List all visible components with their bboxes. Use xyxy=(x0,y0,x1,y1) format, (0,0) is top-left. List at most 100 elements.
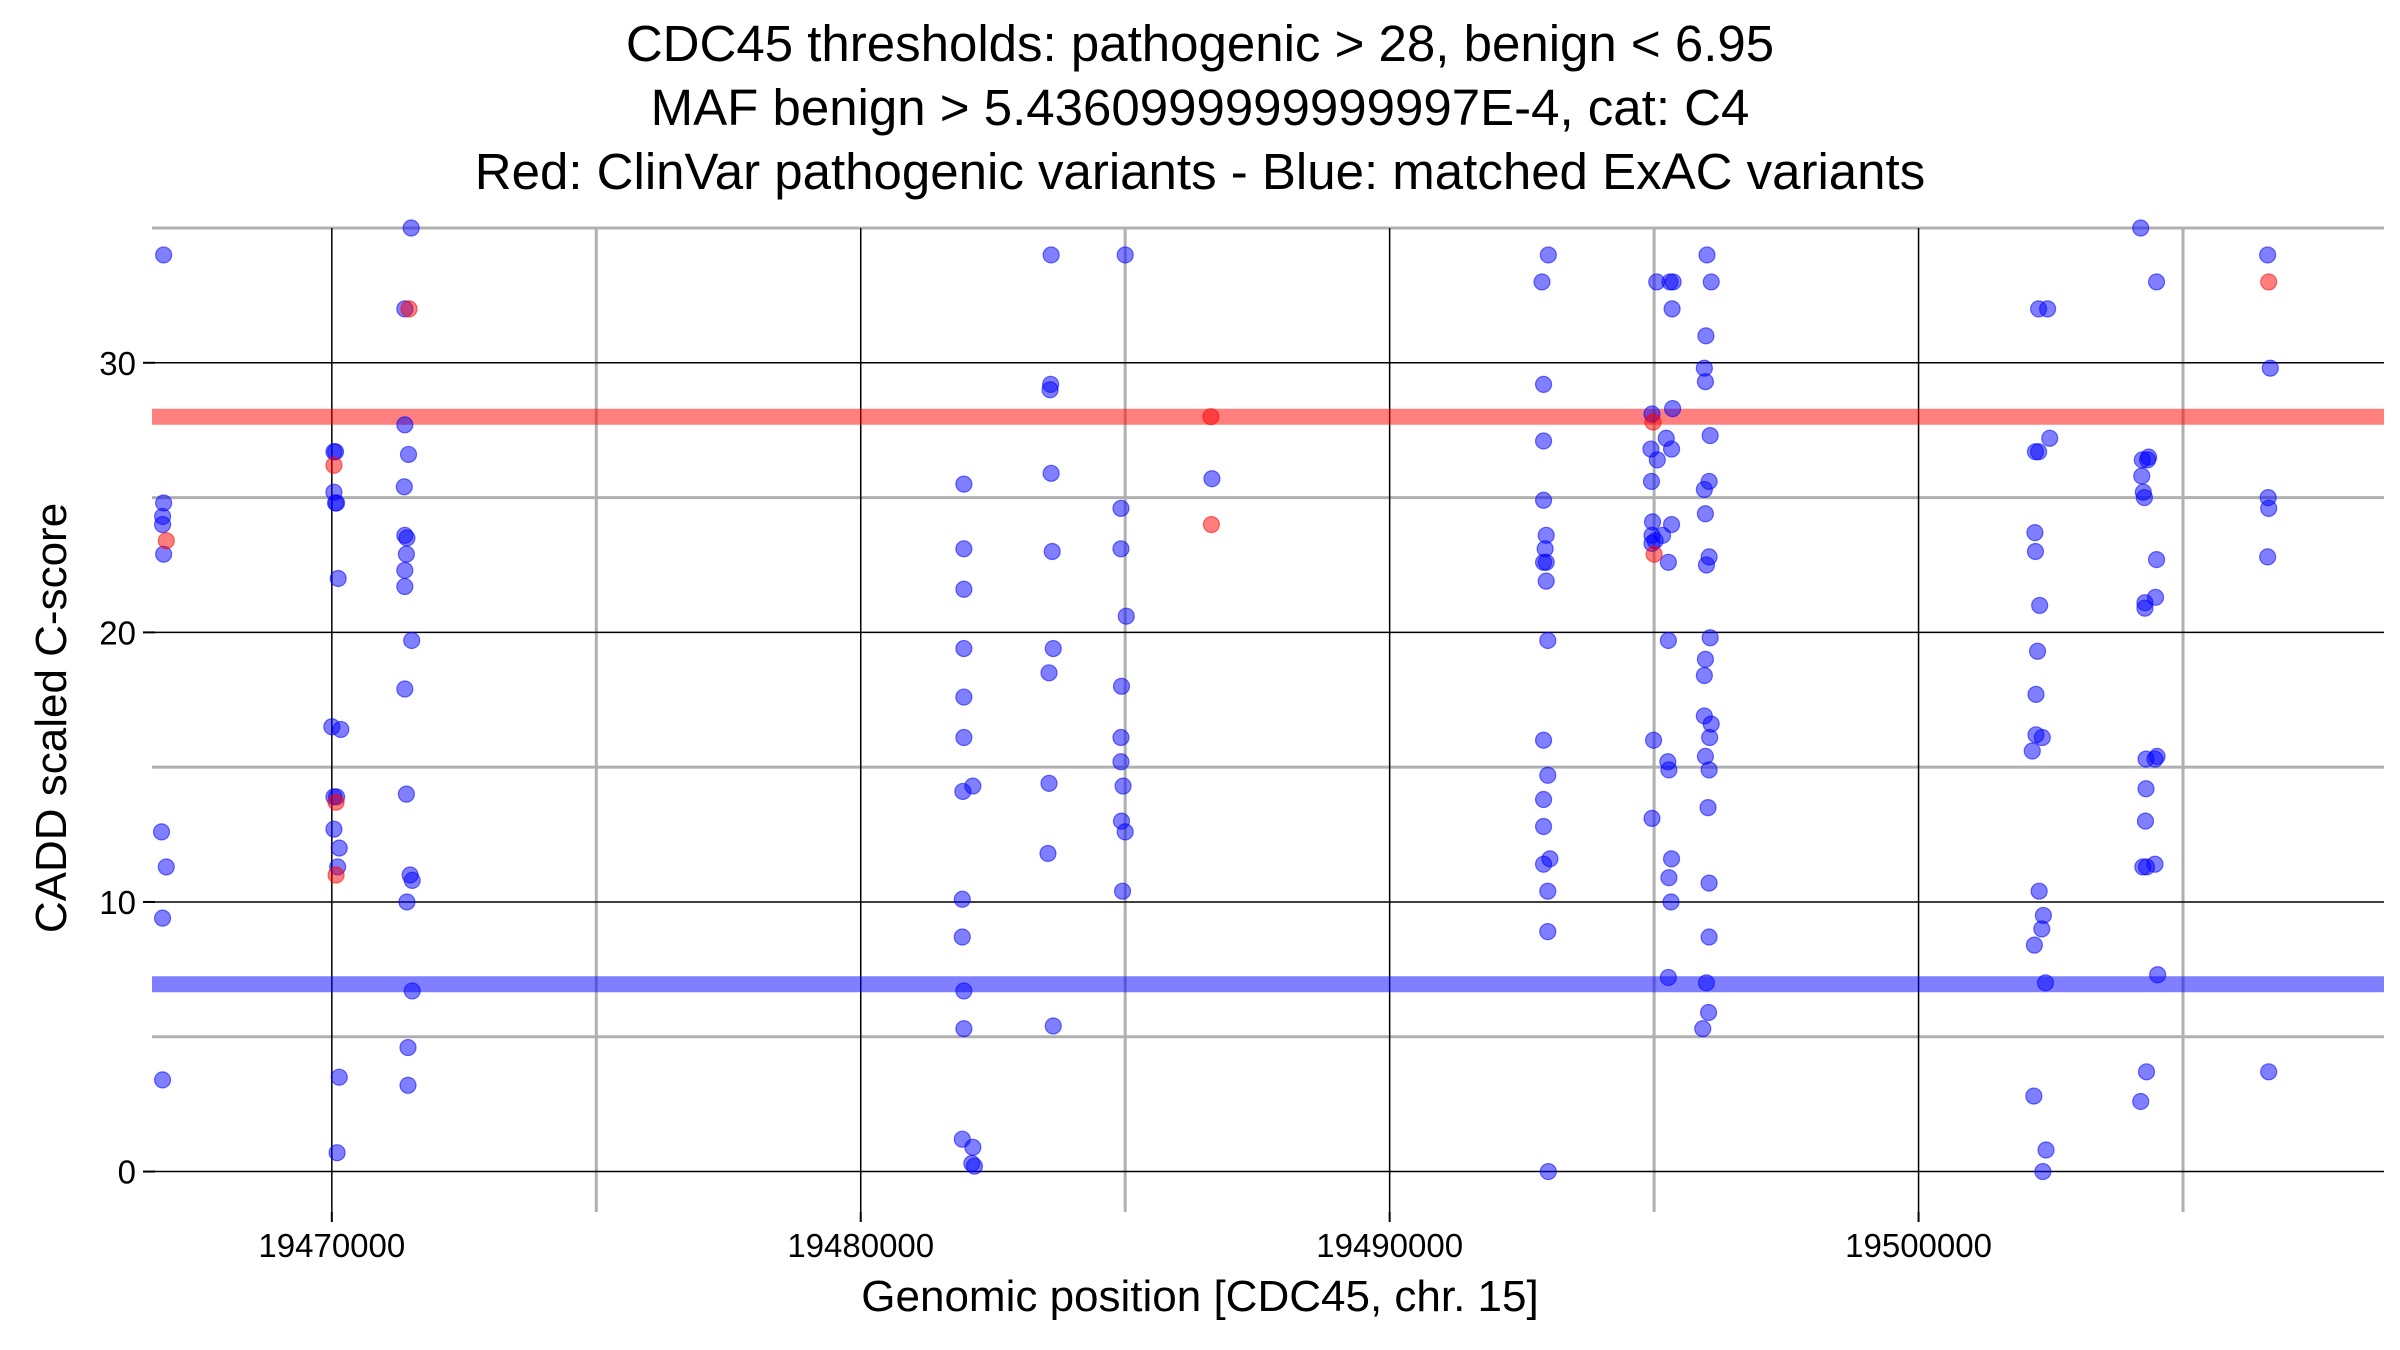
benign-point xyxy=(1534,817,1553,836)
benign-point xyxy=(2259,548,2277,566)
benign-point xyxy=(403,631,421,650)
benign-point xyxy=(2023,742,2041,760)
benign-point xyxy=(399,1038,417,1057)
benign-point xyxy=(2026,524,2044,542)
benign-point xyxy=(2147,273,2166,291)
benign-point xyxy=(153,1071,172,1089)
benign-point xyxy=(397,545,416,563)
benign-point xyxy=(2133,467,2151,485)
benign-point xyxy=(2033,920,2051,938)
benign-point xyxy=(2132,1092,2150,1111)
benign-point xyxy=(2028,642,2047,660)
benign-point xyxy=(2136,812,2155,830)
benign-point xyxy=(1660,869,1678,887)
benign-point xyxy=(1534,491,1553,509)
benign-point xyxy=(2260,1063,2278,1081)
title-line-2: MAF benign > 5.4360999999999997E-4, cat:… xyxy=(650,79,1750,136)
benign-point xyxy=(2260,499,2278,517)
benign-point xyxy=(1642,472,1661,491)
benign-point xyxy=(2138,451,2157,469)
pathogenic-point xyxy=(1644,413,1662,431)
benign-point xyxy=(1044,639,1062,658)
x-axis-label: Genomic position [CDC45, chr. 15] xyxy=(861,1272,1539,1321)
benign-point xyxy=(2148,747,2166,765)
benign-point xyxy=(1700,761,1718,779)
benign-point xyxy=(153,515,172,534)
benign-point xyxy=(396,561,414,579)
benign-point xyxy=(2037,1141,2055,1159)
benign-point xyxy=(1659,553,1677,571)
benign-point xyxy=(1697,974,1716,992)
benign-point xyxy=(399,1076,417,1094)
benign-point xyxy=(1112,540,1130,558)
benign-point xyxy=(1659,631,1677,650)
x-tick-label: 19500000 xyxy=(1845,1227,1992,1264)
benign-point xyxy=(1695,480,1713,499)
benign-point xyxy=(964,1138,982,1156)
benign-point xyxy=(1664,400,1682,418)
pathogenic-point xyxy=(1202,408,1220,426)
benign-point xyxy=(1040,664,1058,682)
benign-point xyxy=(2147,550,2166,569)
benign-point xyxy=(1660,761,1678,779)
title-line-3: Red: ClinVar pathogenic variants - Blue:… xyxy=(474,143,1926,200)
pathogenic-point xyxy=(325,456,343,474)
benign-point xyxy=(2026,542,2045,561)
benign-point xyxy=(1534,432,1553,450)
benign-point xyxy=(2132,219,2150,237)
benign-point xyxy=(1116,823,1134,841)
benign-point xyxy=(1112,499,1130,517)
benign-point xyxy=(955,1020,973,1038)
benign-point xyxy=(1112,728,1130,747)
title-line-1: CDC45 thresholds: pathogenic > 28, benig… xyxy=(625,15,1775,72)
benign-point xyxy=(1041,381,1059,399)
benign-point xyxy=(332,720,350,739)
pathogenic-point xyxy=(327,866,345,884)
benign-point xyxy=(398,893,416,911)
benign-point xyxy=(1533,273,1551,291)
benign-point xyxy=(2036,974,2055,992)
benign-point xyxy=(2026,443,2045,461)
benign-point xyxy=(152,823,171,841)
benign-point xyxy=(329,569,347,588)
benign-point xyxy=(330,1068,348,1086)
benign-point xyxy=(1643,809,1661,828)
y-tick-label: 20 xyxy=(99,614,136,651)
benign-point xyxy=(953,890,971,908)
benign-point xyxy=(1694,1020,1712,1038)
benign-point xyxy=(1042,464,1060,482)
benign-point xyxy=(155,246,173,264)
benign-point xyxy=(1664,273,1682,291)
benign-point xyxy=(2030,882,2048,900)
benign-point xyxy=(1537,553,1555,571)
y-tick-label: 30 xyxy=(99,345,136,382)
benign-point xyxy=(2027,685,2045,703)
benign-point xyxy=(1534,731,1553,749)
benign-point xyxy=(1539,882,1557,900)
benign-point xyxy=(2146,855,2164,873)
benign-point xyxy=(955,475,973,493)
benign-point xyxy=(403,871,421,890)
benign-point xyxy=(1042,246,1060,264)
benign-point xyxy=(1696,650,1715,668)
benign-point xyxy=(1541,850,1559,868)
benign-point xyxy=(964,777,982,795)
pathogenic-point xyxy=(1645,545,1663,563)
benign-point xyxy=(1663,300,1681,318)
benign-point xyxy=(1534,790,1553,809)
benign-point xyxy=(330,839,348,857)
benign-point xyxy=(2137,780,2155,798)
benign-point xyxy=(955,728,973,747)
benign-point xyxy=(1537,572,1555,590)
benign-point xyxy=(2134,483,2152,501)
benign-point xyxy=(1117,607,1135,625)
benign-point xyxy=(1697,327,1715,345)
benign-point xyxy=(328,1144,346,1162)
benign-point xyxy=(1113,882,1132,900)
benign-point xyxy=(1662,893,1680,911)
benign-point xyxy=(1534,375,1553,393)
benign-point xyxy=(396,416,414,434)
y-tick-label: 10 xyxy=(99,884,136,921)
benign-point xyxy=(399,445,418,464)
